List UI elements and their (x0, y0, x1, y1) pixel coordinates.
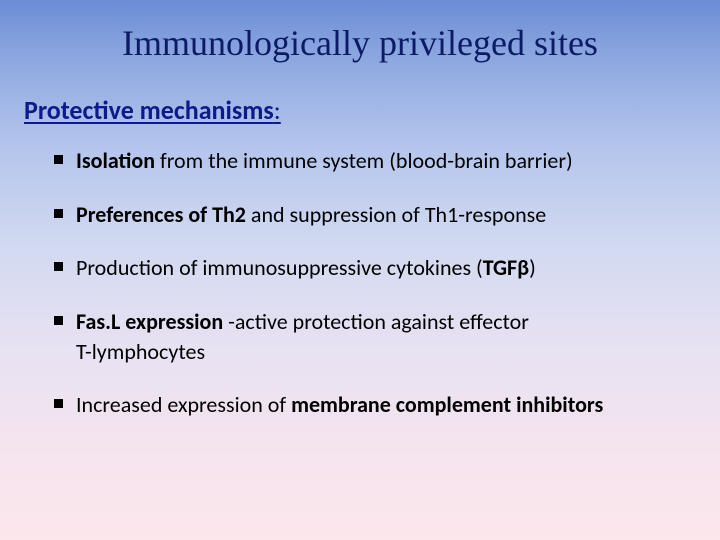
text-run: Production of immunosuppressive cytokine… (76, 254, 483, 281)
slide-title: Immunologically privileged sites (0, 22, 720, 64)
subtitle-tail: : (274, 94, 281, 126)
subtitle: Protective mechanisms: (24, 94, 720, 126)
subtitle-bold: Protective mechanisms (24, 94, 274, 126)
text-run: from the immune system (blood-brain barr… (160, 147, 573, 174)
text-run: T-lymphocytes (76, 338, 205, 365)
list-item: Isolation from the immune system (blood-… (54, 146, 680, 176)
list-item: Production of immunosuppressive cytokine… (54, 253, 680, 283)
bold-run: TGFβ (483, 254, 529, 281)
list-item: Fas.L expression -active protection agai… (54, 307, 680, 366)
text-run: -active protection against effector (228, 308, 529, 335)
list-item: Preferences of Th2 and suppression of Th… (54, 200, 680, 230)
bold-run: Preferences of Th2 (76, 201, 251, 228)
bold-run: Isolation (76, 147, 160, 174)
text-run: Increased expression of (76, 391, 291, 418)
bold-run: membrane complement inhibitors (291, 391, 603, 418)
bold-run: Fas.L expression (76, 308, 228, 335)
text-run: and suppression of Th1-response (251, 201, 546, 228)
text-run: ) (529, 254, 536, 281)
bullet-list: Isolation from the immune system (blood-… (54, 146, 680, 420)
list-item: Increased expression of membrane complem… (54, 390, 680, 420)
slide: Immunologically privileged sites Protect… (0, 0, 720, 540)
